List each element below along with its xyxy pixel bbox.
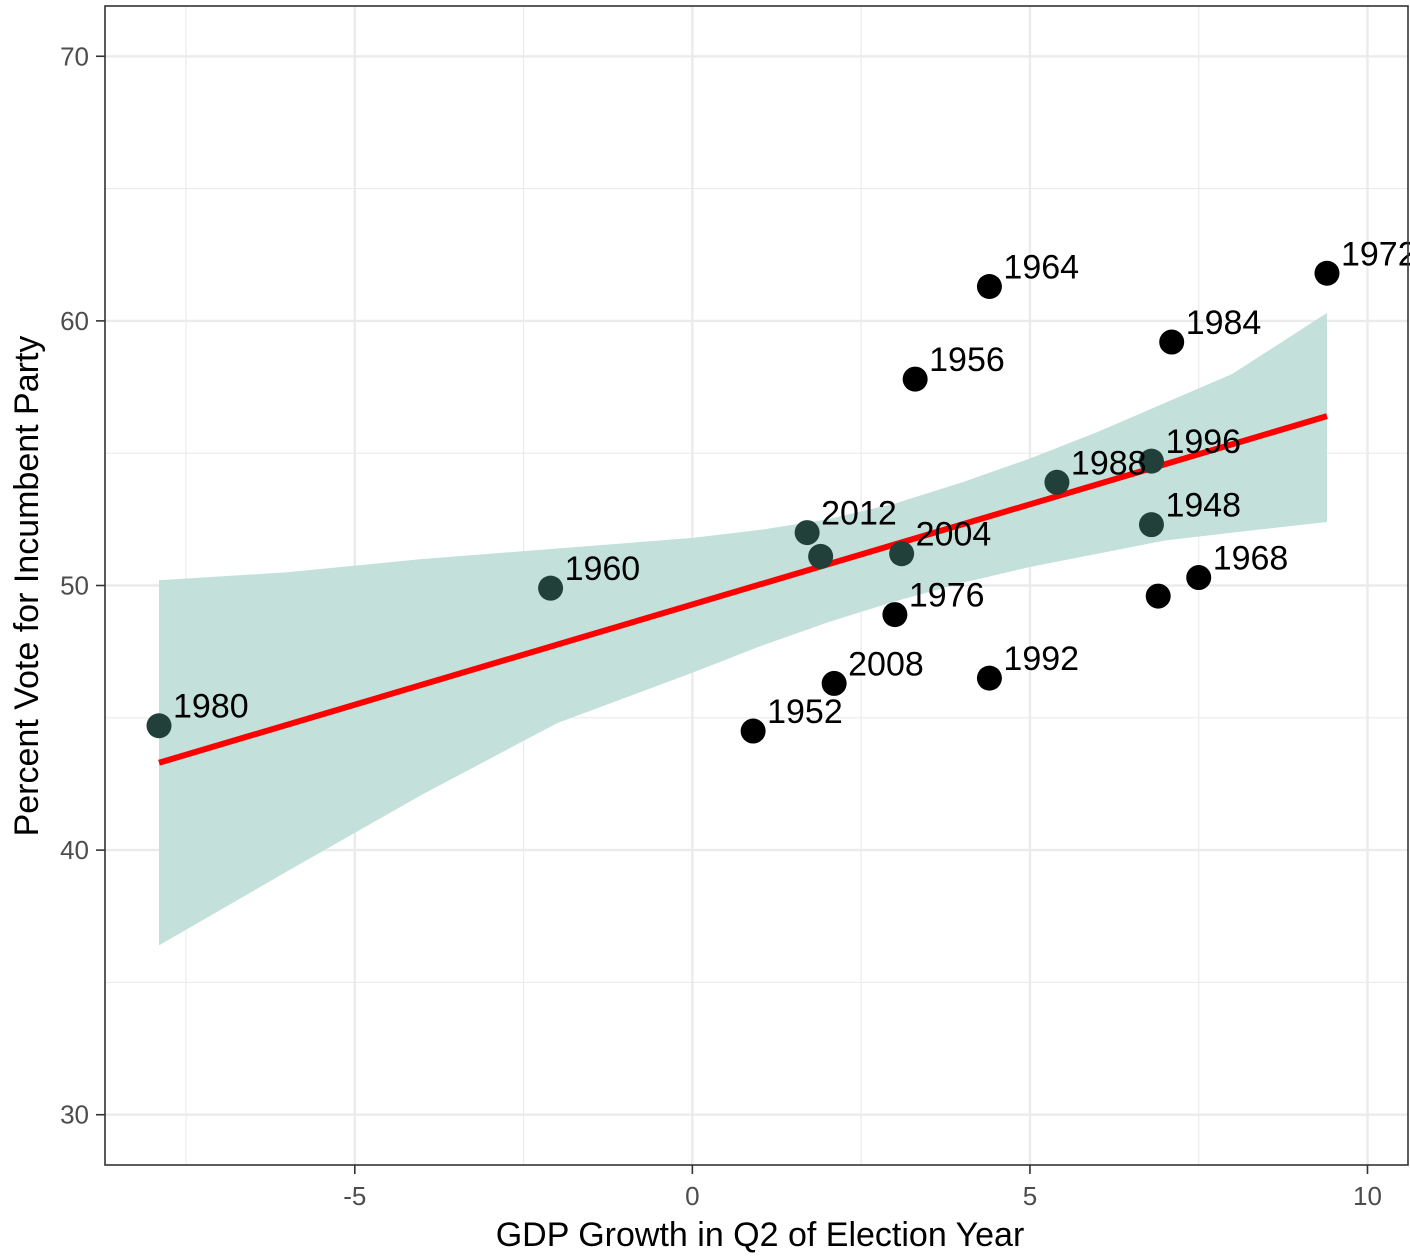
data-point: [976, 273, 1002, 299]
point-label: 1952: [767, 693, 843, 731]
y-axis-title: Percent Vote for Incumbent Party: [8, 336, 46, 837]
axis-layer: -5 0 5 10 30 40 50 60 70: [60, 41, 1382, 1211]
data-point: [1044, 469, 1070, 495]
y-tick-label: 40: [60, 835, 89, 865]
regression-line: [158, 413, 1328, 766]
point-label: 1968: [1213, 540, 1289, 578]
point-label: 2008: [848, 645, 924, 683]
data-point: [1314, 260, 1340, 286]
data-point: [808, 543, 834, 569]
data-point: [538, 575, 564, 601]
data-point: [976, 665, 1002, 691]
x-tick-label: 0: [685, 1181, 699, 1211]
point-label: 1964: [1003, 248, 1079, 286]
band-layer: [159, 312, 1327, 946]
point-label: 1956: [929, 341, 1005, 379]
data-point: [1159, 329, 1185, 355]
x-tick-label: 5: [1023, 1181, 1037, 1211]
data-point: [902, 366, 928, 392]
data-point: [889, 541, 915, 567]
point-label: 2012: [821, 495, 897, 533]
x-axis-title: GDP Growth in Q2 of Election Year: [496, 1216, 1025, 1253]
data-point: [821, 670, 847, 696]
point-label: 1960: [565, 550, 641, 588]
data-point: [794, 520, 820, 546]
point-layer: [146, 260, 1340, 744]
x-tick-label: 10: [1353, 1181, 1382, 1211]
data-point: [740, 718, 766, 744]
y-tick-label: 30: [60, 1100, 89, 1130]
point-label: 1980: [173, 688, 249, 726]
point-label: 2004: [916, 516, 992, 554]
data-point: [1145, 583, 1171, 609]
y-tick-label: 70: [60, 41, 89, 71]
point-label: 1972: [1341, 235, 1410, 273]
x-tick-label: -5: [343, 1181, 366, 1211]
data-point: [146, 713, 172, 739]
confidence-band: [159, 312, 1327, 946]
line-layer: [158, 413, 1328, 766]
point-label: 1996: [1165, 423, 1241, 461]
point-label: 1988: [1071, 444, 1147, 482]
point-label: 1948: [1165, 487, 1241, 525]
y-tick-label: 50: [60, 571, 89, 601]
point-label: 1976: [909, 577, 985, 615]
y-tick-label: 60: [60, 306, 89, 336]
data-point: [1138, 512, 1164, 538]
data-point: [882, 602, 908, 628]
point-label: 1992: [1003, 640, 1079, 678]
label-layer: 1948 1952 1956 1960 1964 1968 1972 1976 1980 1984…: [173, 235, 1410, 731]
data-point: [1138, 448, 1164, 474]
data-point: [1186, 565, 1212, 591]
point-label: 1984: [1186, 304, 1262, 342]
